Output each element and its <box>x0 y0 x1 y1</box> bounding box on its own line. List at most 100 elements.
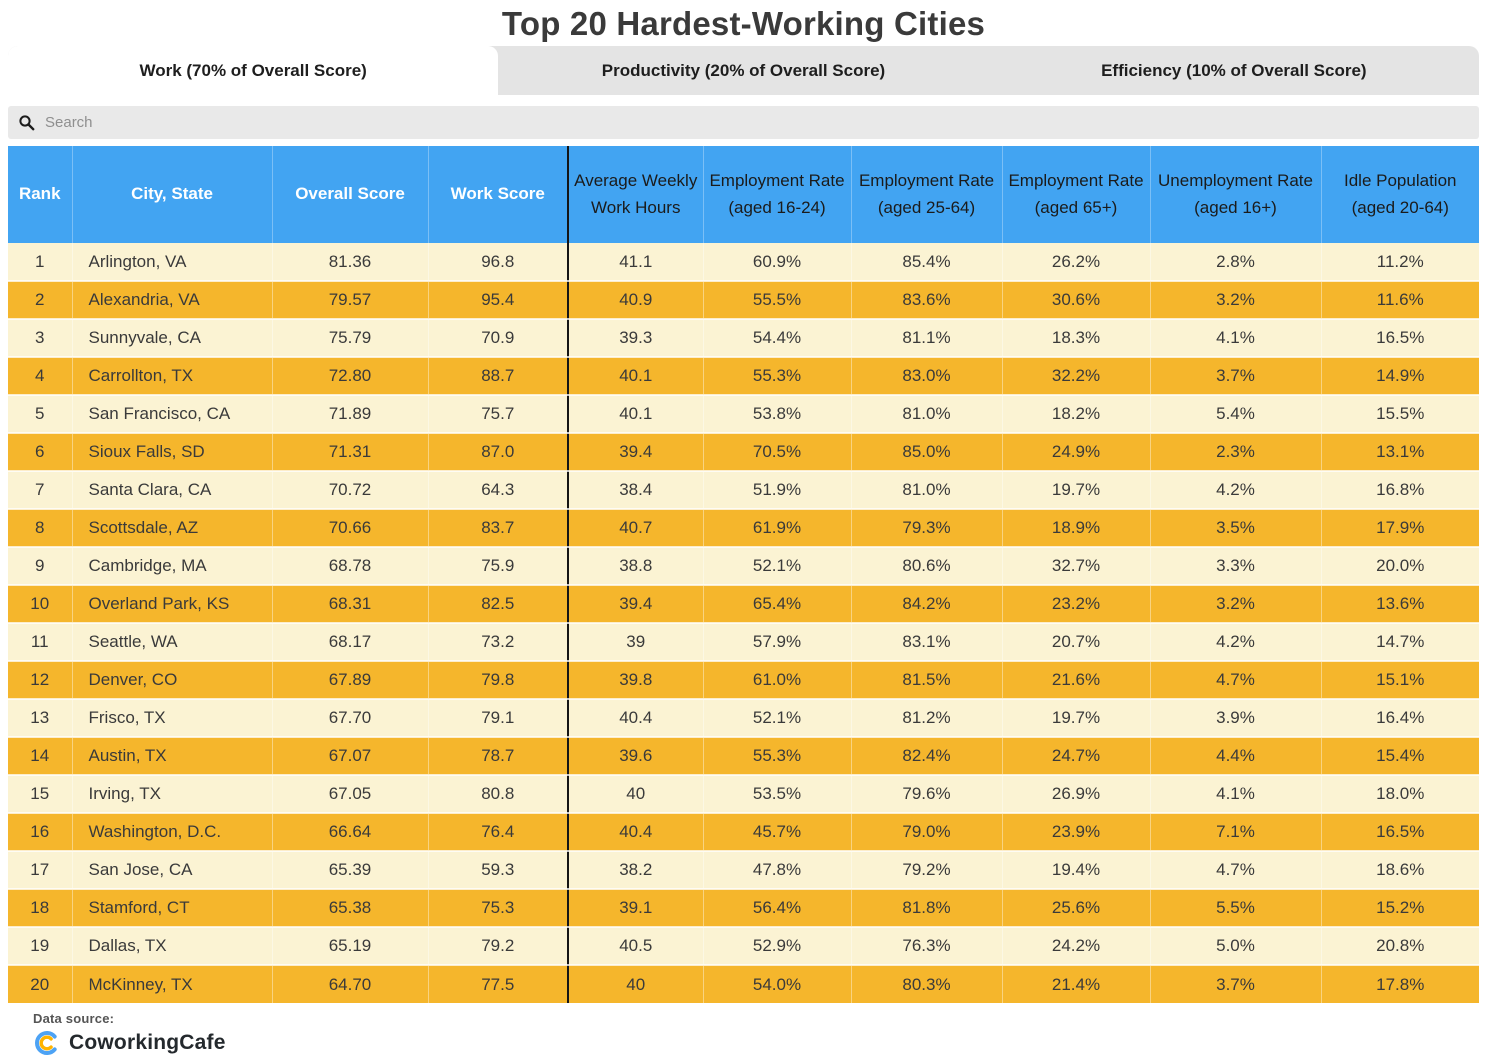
employment-65-cell: 30.6% <box>1002 281 1151 320</box>
column-header[interactable]: Work Score <box>428 146 569 243</box>
work-score-cell: 79.1 <box>428 699 569 738</box>
tab-productivity[interactable]: Productivity (20% of Overall Score) <box>601 60 886 80</box>
employment-65-cell: 24.7% <box>1002 737 1151 776</box>
search-bar[interactable] <box>8 106 1479 139</box>
unemployment-cell: 4.7% <box>1150 851 1322 890</box>
employment-65-cell: 24.9% <box>1002 433 1151 472</box>
column-header[interactable]: Employment Rate (aged 16-24) <box>703 146 852 243</box>
unemployment-cell: 2.8% <box>1150 243 1322 282</box>
table-header-row: Rank City, State Overall Score Work Score Av… <box>8 146 1479 243</box>
table-row: 19 Dallas, TX 65.19 79.2 40.5 52.9% 76.3% 24.2%… <box>8 927 1479 966</box>
city-state-cell: Carrollton, TX <box>72 357 273 396</box>
city-state-cell: Irving, TX <box>72 775 273 814</box>
column-header[interactable]: City, State <box>72 146 273 243</box>
employment-16-24-cell: 52.1% <box>703 547 852 586</box>
employment-65-cell: 25.6% <box>1002 889 1151 928</box>
city-state-cell: Frisco, TX <box>72 699 273 738</box>
employment-25-64-cell: 83.1% <box>851 623 1003 662</box>
city-state-cell: Overland Park, KS <box>72 585 273 624</box>
employment-65-cell: 21.6% <box>1002 661 1151 700</box>
employment-16-24-cell: 52.9% <box>703 927 852 966</box>
weekly-hours-cell: 38.4 <box>568 471 704 510</box>
table-row: 16 Washington, D.C. 66.64 76.4 40.4 45.7% 79.0… <box>8 813 1479 852</box>
weekly-hours-cell: 40.7 <box>568 509 704 548</box>
employment-25-64-cell: 81.5% <box>851 661 1003 700</box>
rank-cell: 2 <box>8 281 73 320</box>
employment-16-24-cell: 60.9% <box>703 243 852 282</box>
employment-25-64-cell: 81.1% <box>851 319 1003 358</box>
employment-16-24-cell: 53.5% <box>703 775 852 814</box>
city-state-cell: Cambridge, MA <box>72 547 273 586</box>
unemployment-cell: 3.9% <box>1150 699 1322 738</box>
work-score-cell: 78.7 <box>428 737 569 776</box>
weekly-hours-cell: 40 <box>568 965 704 1003</box>
employment-25-64-cell: 83.0% <box>851 357 1003 396</box>
city-state-cell: Austin, TX <box>72 737 273 776</box>
city-state-cell: Arlington, VA <box>72 243 273 282</box>
weekly-hours-cell: 41.1 <box>568 243 704 282</box>
employment-25-64-cell: 81.8% <box>851 889 1003 928</box>
weekly-hours-cell: 40.1 <box>568 395 704 434</box>
column-header[interactable]: Rank <box>8 146 73 243</box>
brand-name: CoworkingCafe <box>69 1031 226 1054</box>
unemployment-cell: 3.7% <box>1150 965 1322 1003</box>
idle-population-cell: 17.8% <box>1321 965 1479 1003</box>
overall-score-cell: 65.39 <box>272 851 429 890</box>
idle-population-cell: 14.7% <box>1321 623 1479 662</box>
rank-cell: 4 <box>8 357 73 396</box>
tab-work[interactable]: Work (70% of Overall Score) <box>8 46 499 95</box>
idle-population-cell: 16.5% <box>1321 813 1479 852</box>
overall-score-cell: 71.89 <box>272 395 429 434</box>
employment-16-24-cell: 53.8% <box>703 395 852 434</box>
weekly-hours-cell: 39.1 <box>568 889 704 928</box>
column-header[interactable]: Employment Rate (aged 25-64) <box>851 146 1003 243</box>
overall-score-cell: 68.17 <box>272 623 429 662</box>
tab-efficiency[interactable]: Efficiency (10% of Overall Score) <box>1101 60 1367 80</box>
rank-cell: 11 <box>8 623 73 662</box>
table-row: 8 Scottsdale, AZ 70.66 83.7 40.7 61.9% 79.3% 18… <box>8 509 1479 548</box>
work-score-cell: 79.2 <box>428 927 569 966</box>
employment-65-cell: 19.4% <box>1002 851 1151 890</box>
weekly-hours-cell: 38.2 <box>568 851 704 890</box>
unemployment-cell: 4.4% <box>1150 737 1322 776</box>
employment-25-64-cell: 80.3% <box>851 965 1003 1003</box>
employment-25-64-cell: 79.2% <box>851 851 1003 890</box>
idle-population-cell: 18.0% <box>1321 775 1479 814</box>
overall-score-cell: 66.64 <box>272 813 429 852</box>
overall-score-cell: 67.07 <box>272 737 429 776</box>
column-header[interactable]: Unemployment Rate (aged 16+) <box>1150 146 1322 243</box>
employment-25-64-cell: 79.6% <box>851 775 1003 814</box>
search-input[interactable] <box>43 113 1469 132</box>
unemployment-cell: 4.1% <box>1150 775 1322 814</box>
unemployment-cell: 7.1% <box>1150 813 1322 852</box>
employment-65-cell: 26.9% <box>1002 775 1151 814</box>
overall-score-cell: 65.38 <box>272 889 429 928</box>
rank-cell: 9 <box>8 547 73 586</box>
table-row: 17 San Jose, CA 65.39 59.3 38.2 47.8% 79.2% 19.… <box>8 851 1479 890</box>
weekly-hours-cell: 39.3 <box>568 319 704 358</box>
table-row: 3 Sunnyvale, CA 75.79 70.9 39.3 54.4% 81.1% 18.… <box>8 319 1479 358</box>
employment-25-64-cell: 85.4% <box>851 243 1003 282</box>
column-header[interactable]: Idle Population (aged 20-64) <box>1321 146 1479 243</box>
employment-25-64-cell: 79.3% <box>851 509 1003 548</box>
city-state-cell: Sunnyvale, CA <box>72 319 273 358</box>
weekly-hours-cell: 40.1 <box>568 357 704 396</box>
employment-16-24-cell: 65.4% <box>703 585 852 624</box>
idle-population-cell: 15.4% <box>1321 737 1479 776</box>
table-row: 20 McKinney, TX 64.70 77.5 40 54.0% 80.3% 21.4%… <box>8 965 1479 1003</box>
overall-score-cell: 65.19 <box>272 927 429 966</box>
overall-score-cell: 68.31 <box>272 585 429 624</box>
rank-cell: 3 <box>8 319 73 358</box>
page-title: Top 20 Hardest-Working Cities <box>501 5 986 42</box>
column-header[interactable]: Employment Rate (aged 65+) <box>1002 146 1151 243</box>
column-header[interactable]: Overall Score <box>272 146 429 243</box>
employment-65-cell: 23.2% <box>1002 585 1151 624</box>
employment-65-cell: 24.2% <box>1002 927 1151 966</box>
employment-16-24-cell: 45.7% <box>703 813 852 852</box>
unemployment-cell: 3.2% <box>1150 281 1322 320</box>
weekly-hours-cell: 40 <box>568 775 704 814</box>
employment-16-24-cell: 57.9% <box>703 623 852 662</box>
column-header[interactable]: Average Weekly Work Hours <box>568 146 704 243</box>
work-score-cell: 75.3 <box>428 889 569 928</box>
employment-65-cell: 18.9% <box>1002 509 1151 548</box>
